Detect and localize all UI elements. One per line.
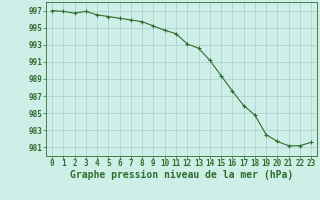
X-axis label: Graphe pression niveau de la mer (hPa): Graphe pression niveau de la mer (hPa): [70, 170, 293, 180]
